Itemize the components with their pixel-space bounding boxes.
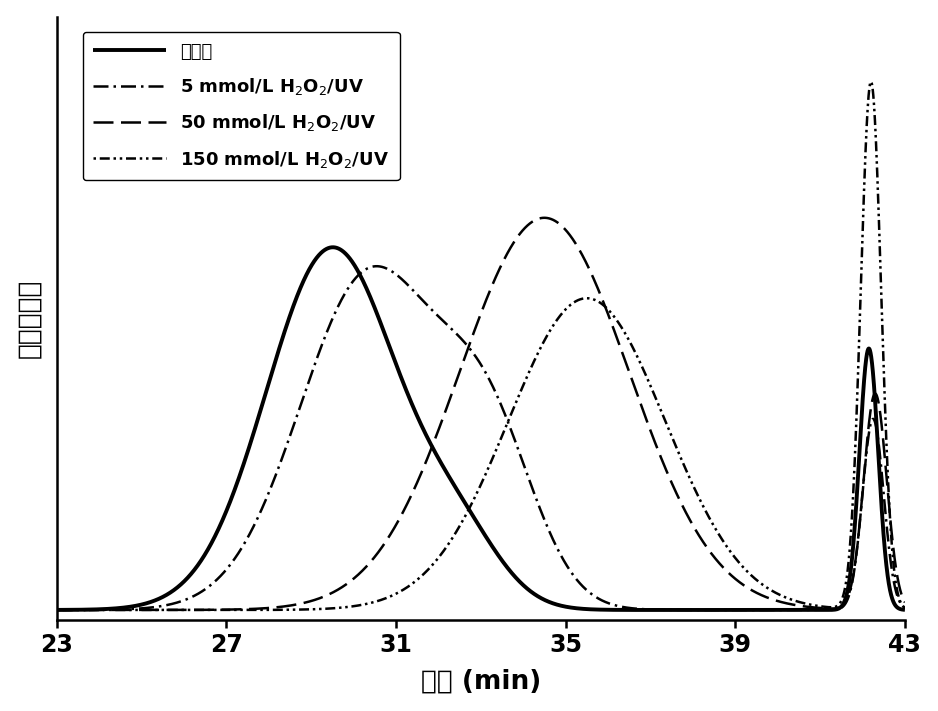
Legend: 无处理, 5 mmol/L H$_2$O$_2$/UV, 50 mmol/L H$_2$O$_2$/UV, 150 mmol/L H$_2$O$_2$/UV: 无处理, 5 mmol/L H$_2$O$_2$/UV, 50 mmol/L H… xyxy=(83,32,400,181)
X-axis label: 时间 (min): 时间 (min) xyxy=(420,668,541,695)
Y-axis label: 检测器信号: 检测器信号 xyxy=(17,279,42,358)
